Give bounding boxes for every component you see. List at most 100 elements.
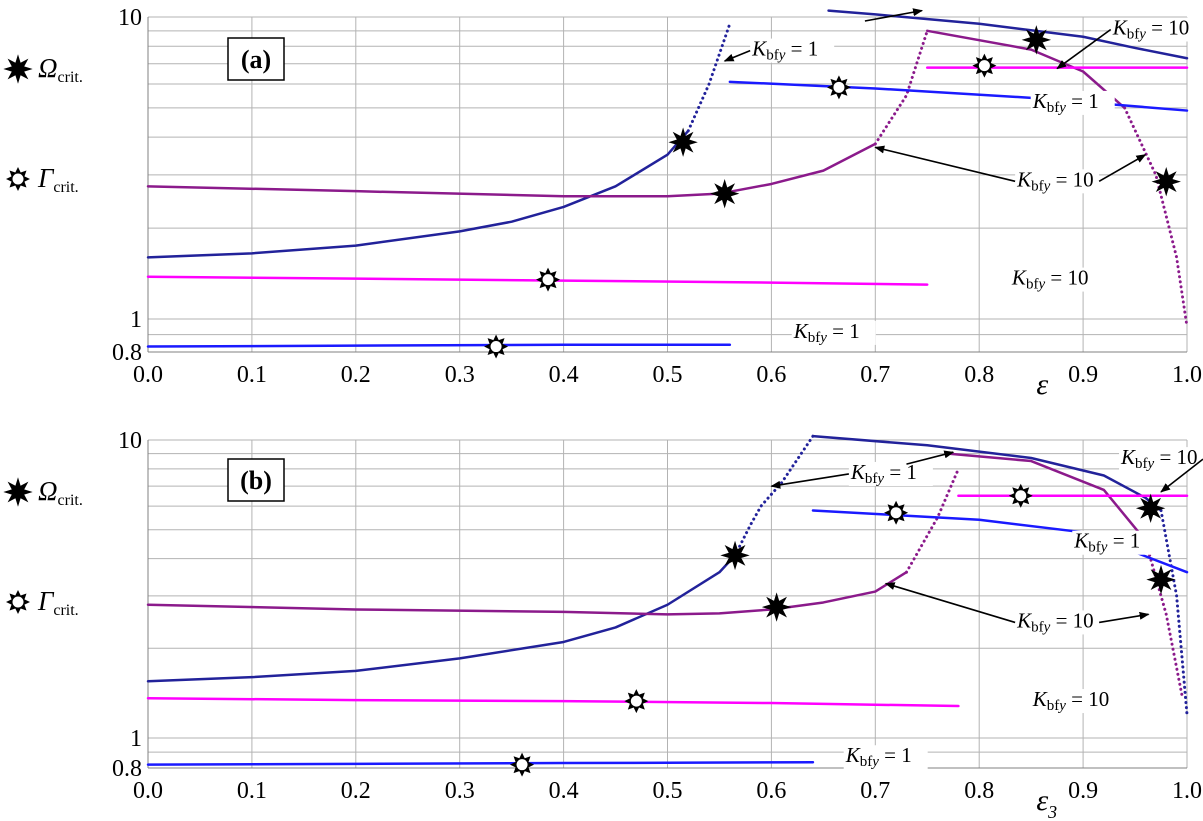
open-star-center [1015,490,1027,502]
gamma-series-k10-line [146,275,929,286]
open-star-center [12,173,24,185]
critical-markers [510,483,1176,777]
x-axis-label-subscript: 3 [1047,802,1057,821]
k-symbol: K [751,37,767,61]
critical-markers [484,25,1181,359]
annotation-background [848,461,933,486]
x-tick-label: 0.8 [964,778,994,804]
open-star-center [490,341,502,353]
series-group [146,434,1189,766]
omega-series-k10-line [1123,106,1189,329]
k-bfy-label: Kbfy = 1 [751,37,818,64]
k-subscript-y: y [875,471,884,487]
annotation-background [791,320,876,345]
omega-series-k1-line [827,9,1189,60]
k-symbol: K [845,743,861,767]
k-subscript-y: y [1146,456,1155,472]
chart-panel-a: 0.0 0.1 0.2 0.3 0.4 0.5 0.6 0.7 0.8 0.9 1.0 0.8 1 10 ε… [3,5,1202,401]
k-value: = 1 [884,460,917,484]
y-tick-label: 1 [130,726,142,752]
k-bfy-label: Kbfy = 1 [1073,529,1140,556]
open-star-center [542,274,554,286]
x-tick-label: 0.8 [964,362,994,388]
k-symbol: K [1016,167,1032,191]
legend-omega-icon [3,54,33,84]
k-bfy-label: Kbfy = 10 [1016,608,1094,635]
x-tick-label: 0.7 [860,778,890,804]
legend-symbol: Ω [38,476,58,506]
annotation-arrow [723,49,751,62]
omega-series-k1-line [733,434,815,557]
x-tick-label: 0.2 [341,778,371,804]
panel-label-box [227,458,285,502]
k-symbol: K [1032,687,1048,711]
k-value: = 10 [1154,445,1197,469]
x-tick-label: 1.0 [1172,778,1202,804]
annotation-background [1072,530,1157,555]
annotation-background [1030,90,1115,115]
annotation-background [1110,17,1195,42]
gamma-crit-marker [510,752,535,777]
k-subscript-y: y [1099,540,1108,556]
x-tick-label: 1.0 [1172,362,1202,388]
x-tick-label: 0.1 [237,778,267,804]
k-subscript-y: y [1057,100,1066,116]
x-axis-label: ε3 [1036,784,1057,821]
annotation-background [843,745,928,770]
x-axis-label: ε [1036,368,1048,401]
k-symbol: K [850,460,866,484]
open-star-center [890,507,902,519]
gamma-crit-marker [884,500,909,525]
k-subscript-bf: bf [1088,540,1101,556]
k-bfy-label: Kbfy = 10 [1032,687,1110,714]
k-value: = 10 [1050,167,1093,191]
legend-label: Γcrit. [37,163,79,196]
k-subscript-bf: bf [860,754,873,770]
annotation-background [1009,267,1094,292]
open-star-center [516,759,528,771]
gamma-crit-marker [536,267,561,292]
omega-series-k1-line [1159,509,1189,716]
legend-omega-icon [3,477,33,507]
omega-series-k1-line [146,554,737,683]
k-subscript-bf: bf [766,48,779,64]
annotation-arrow [1056,28,1112,70]
gamma-crit-marker [1008,483,1033,508]
gamma-crit-marker [624,689,649,714]
legend-subscript: crit. [58,492,83,509]
x-tick-label: 0.0 [133,778,163,804]
k-subscript-y: y [1137,27,1146,43]
omega-series-k10-line [946,452,1147,542]
k-bfy-label: Kbfy = 1 [850,460,917,487]
k-subscript-bf: bf [1127,27,1140,43]
x-tick-label: 0.4 [549,778,579,804]
k-bfy-label: Kbfy = 1 [793,319,860,346]
gamma-series-k10-line [146,696,960,708]
k-subscript-y: y [1042,619,1051,635]
y-tick-label: 0.8 [112,756,142,782]
annotation-arrow [884,582,1016,624]
x-tick-label: 0.5 [653,362,683,388]
omega-crit-marker [761,592,792,622]
k-value: = 1 [1107,529,1140,553]
legend-gamma-icon [6,590,30,614]
chart-panel-b: 0.0 0.1 0.2 0.3 0.4 0.5 0.6 0.7 0.8 0.9 1.0 0.8 1 10 ε… [3,428,1203,821]
gamma-crit-marker [826,75,851,100]
annotation-arrow [874,145,1016,183]
k-symbol: K [1011,266,1027,290]
k-subscript-bf: bf [1026,277,1039,293]
open-star-center [12,596,24,608]
y-tick-label: 10 [118,428,142,454]
omega-crit-marker [1146,564,1176,595]
legend-subscript: crit. [53,179,78,196]
annotation-background [1030,689,1115,714]
annotation-arrow [1160,458,1203,493]
k-subscript-y: y [818,330,827,346]
legend: Ωcrit.Γcrit. [3,476,83,619]
k-symbol: K [1032,89,1048,113]
k-value: = 1 [1066,89,1099,113]
k-value: = 1 [827,319,860,343]
annotation-arrow [1098,611,1150,624]
